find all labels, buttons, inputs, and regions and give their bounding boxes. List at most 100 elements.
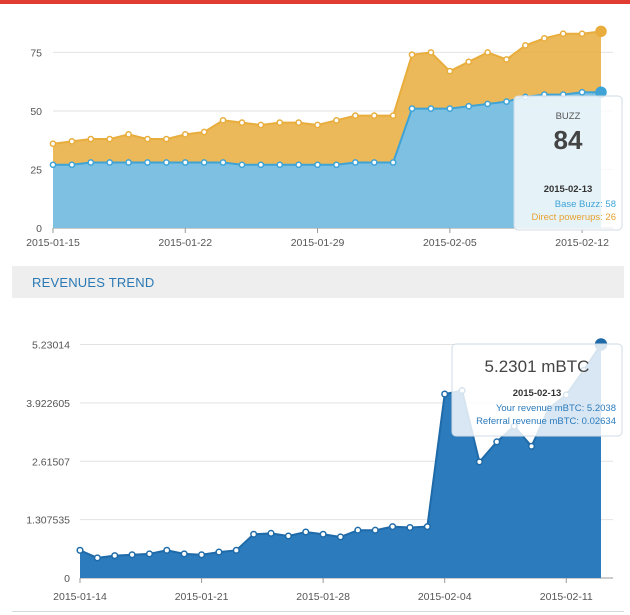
point-revenue — [128, 551, 136, 559]
point-direct-powerups — [370, 112, 378, 119]
tooltip-date: 2015-02-13 — [513, 388, 562, 399]
x-tick-label: 2015-01-28 — [296, 591, 350, 603]
section-header: REVENUES TREND — [12, 266, 624, 298]
point-direct-powerups — [595, 25, 607, 38]
point-direct-powerups — [219, 116, 227, 124]
y-tick-label: 0 — [64, 573, 70, 585]
tooltip-value: 84 — [554, 125, 583, 155]
point-revenue — [475, 458, 483, 466]
point-direct-powerups — [408, 51, 416, 59]
point-direct-powerups — [49, 140, 57, 148]
x-tick-label: 2015-02-05 — [423, 237, 477, 249]
point-direct-powerups — [295, 119, 303, 127]
point-revenue — [93, 554, 101, 562]
x-tick-label: 2015-01-14 — [53, 591, 107, 603]
point-base-buzz — [465, 102, 473, 110]
point-direct-powerups — [163, 135, 170, 143]
point-base-buzz — [427, 105, 435, 112]
point-revenue — [76, 546, 84, 554]
point-revenue — [389, 523, 397, 531]
point-base-buzz — [200, 159, 208, 166]
y-tick-label: 75 — [30, 47, 42, 59]
point-revenue — [354, 526, 362, 534]
point-revenue — [441, 390, 449, 398]
point-base-buzz — [408, 105, 416, 112]
point-direct-powerups — [314, 121, 321, 129]
point-direct-powerups — [125, 131, 132, 138]
x-tick-label: 2015-02-04 — [418, 591, 472, 603]
y-tick-label: 50 — [30, 106, 42, 118]
point-revenue — [267, 529, 275, 537]
point-base-buzz — [314, 161, 321, 169]
point-base-buzz — [125, 159, 132, 166]
point-base-buzz — [503, 98, 510, 105]
point-direct-powerups — [276, 119, 284, 127]
point-direct-powerups — [87, 135, 95, 143]
point-base-buzz — [333, 161, 340, 169]
point-direct-powerups — [106, 135, 114, 143]
point-direct-powerups — [578, 30, 586, 38]
point-base-buzz — [257, 161, 265, 169]
tooltip-line-your-revenue: Your revenue mBTC: 5.2038 — [496, 403, 616, 414]
y-tick-label: 3.922605 — [26, 398, 70, 410]
point-base-buzz — [370, 159, 378, 166]
point-revenue — [406, 524, 414, 532]
point-revenue — [163, 546, 171, 554]
x-tick-label: 2015-01-29 — [291, 237, 345, 249]
x-tick-label: 2015-01-22 — [158, 237, 212, 249]
y-tick-label: 5.23014 — [32, 340, 70, 352]
point-direct-powerups — [238, 119, 246, 127]
point-revenue — [250, 530, 258, 538]
x-tick-label: 2015-01-21 — [175, 591, 229, 603]
point-revenue — [423, 523, 431, 531]
point-revenue — [145, 550, 154, 558]
tooltip-date: 2015-02-13 — [544, 184, 593, 195]
buzz-chart: 0 25 50 75 2015-01-15 2015-01-22 2015-01-29 201… — [26, 25, 623, 249]
point-revenue — [180, 550, 188, 558]
point-base-buzz — [163, 159, 170, 166]
point-revenue — [302, 528, 310, 536]
x-tick-label: 2015-02-12 — [555, 237, 609, 249]
point-revenue — [493, 438, 501, 446]
point-revenue — [371, 526, 379, 534]
point-revenue — [336, 533, 345, 541]
point-revenue — [215, 548, 223, 556]
point-direct-powerups — [68, 138, 76, 145]
tooltip-line-referral-revenue: Referral revenue mBTC: 0.02634 — [476, 416, 616, 427]
point-direct-powerups — [181, 131, 189, 138]
point-base-buzz — [295, 161, 303, 169]
tooltip-line-direct-powerups: Direct powerups: 26 — [532, 212, 616, 223]
y-tick-label: 0 — [36, 223, 42, 235]
point-base-buzz — [276, 161, 284, 169]
point-base-buzz — [87, 159, 95, 166]
point-base-buzz — [446, 105, 454, 112]
revenues-chart: 0 1.307535 2.61507 3.922605 5.23014 2015-01-1… — [26, 338, 623, 603]
tooltip-value: 5.2301 mBTC — [485, 357, 590, 376]
point-direct-powerups — [522, 42, 529, 49]
point-direct-powerups — [446, 67, 454, 75]
tooltip-box — [451, 343, 623, 437]
point-base-buzz — [144, 159, 151, 166]
point-direct-powerups — [333, 116, 340, 124]
point-direct-powerups — [427, 49, 435, 56]
section-title: REVENUES TREND — [32, 275, 155, 290]
point-revenue — [232, 546, 240, 554]
point-base-buzz — [578, 88, 586, 96]
point-direct-powerups — [144, 135, 151, 143]
bottom-divider — [12, 611, 624, 612]
point-base-buzz — [68, 161, 76, 169]
point-base-buzz — [484, 100, 491, 108]
point-revenue — [527, 442, 536, 450]
point-base-buzz — [106, 159, 114, 166]
point-direct-powerups — [503, 56, 510, 63]
point-base-buzz — [181, 159, 189, 166]
x-tick-label: 2015-02-11 — [540, 591, 593, 603]
point-revenue — [198, 551, 206, 559]
point-direct-powerups — [559, 30, 567, 38]
y-tick-label: 1.307535 — [26, 515, 70, 527]
y-tick-label: 2.61507 — [32, 456, 70, 468]
point-direct-powerups — [540, 35, 548, 42]
point-direct-powerups — [351, 112, 359, 119]
point-base-buzz — [389, 159, 397, 166]
point-revenue — [111, 552, 119, 560]
